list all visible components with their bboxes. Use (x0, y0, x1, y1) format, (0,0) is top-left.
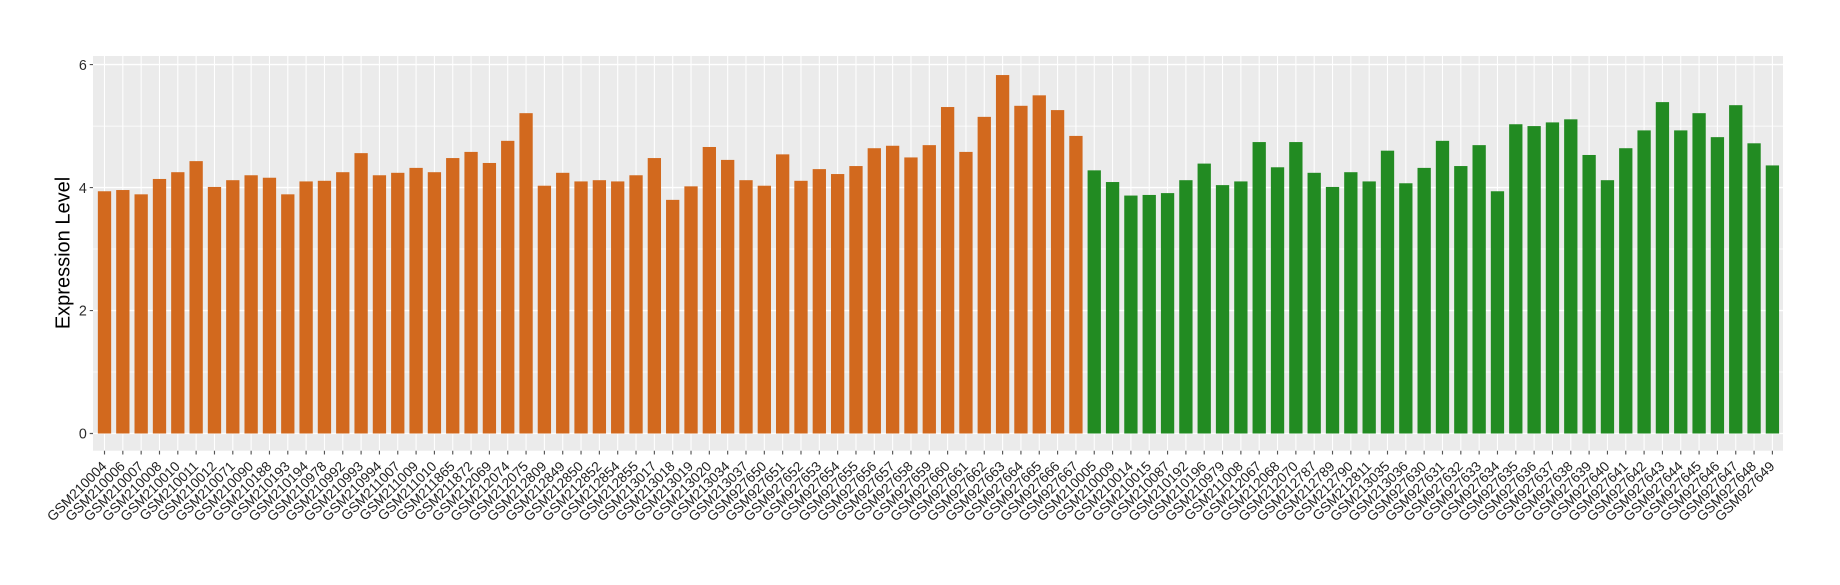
svg-text:Expression Level: Expression Level (53, 177, 75, 329)
svg-text:0: 0 (79, 427, 87, 443)
svg-text:2: 2 (79, 304, 87, 320)
svg-text:4: 4 (79, 181, 87, 197)
svg-text:6: 6 (79, 58, 87, 74)
